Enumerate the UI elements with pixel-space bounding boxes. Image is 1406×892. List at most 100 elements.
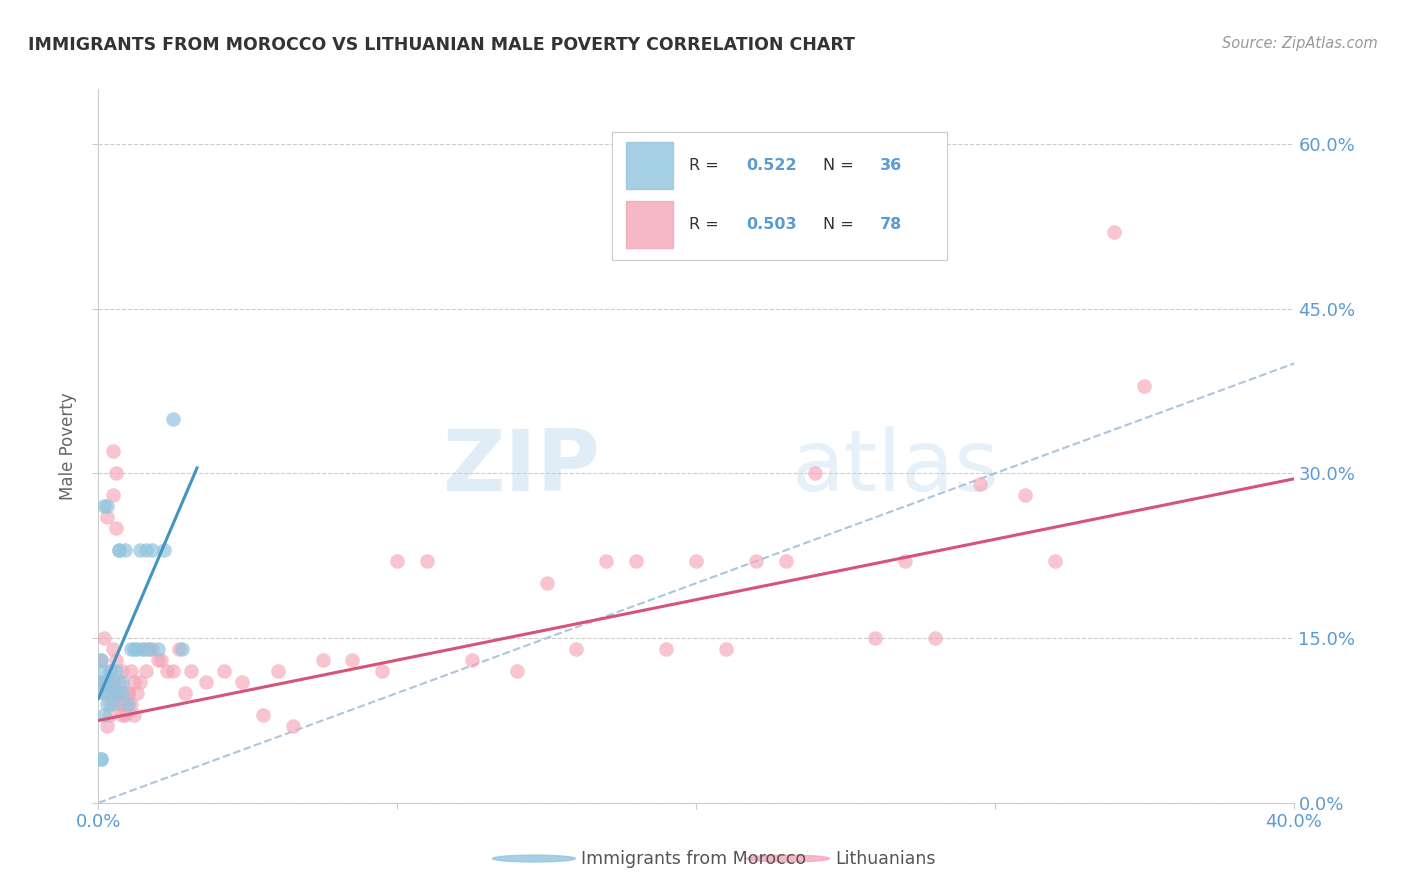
Point	[167, 642, 190, 657]
Text: 36: 36	[880, 158, 903, 173]
Point	[103, 675, 125, 690]
Text: Immigrants from Morocco: Immigrants from Morocco	[581, 849, 807, 868]
Point	[894, 554, 917, 568]
Point	[342, 653, 364, 667]
Circle shape	[492, 855, 575, 862]
Point	[595, 554, 617, 568]
Point	[120, 697, 142, 711]
Text: 0.503: 0.503	[747, 217, 797, 232]
Point	[105, 521, 128, 535]
Point	[103, 444, 125, 458]
Point	[93, 500, 115, 514]
Point	[98, 697, 122, 711]
Text: ZIP: ZIP	[443, 425, 600, 509]
Point	[90, 653, 112, 667]
Point	[111, 664, 134, 678]
Point	[132, 642, 155, 657]
Point	[114, 697, 136, 711]
Point	[93, 631, 115, 645]
Point	[685, 554, 707, 568]
Point	[371, 664, 394, 678]
Text: 78: 78	[880, 217, 903, 232]
Point	[714, 642, 737, 657]
Point	[626, 554, 648, 568]
Point	[93, 686, 115, 700]
Text: R =: R =	[689, 217, 724, 232]
Point	[93, 675, 115, 690]
Point	[105, 664, 128, 678]
Point	[506, 664, 529, 678]
Point	[96, 719, 118, 733]
Point	[865, 631, 887, 645]
Point	[804, 467, 827, 481]
Point	[127, 642, 149, 657]
Point	[385, 554, 409, 568]
Point	[212, 664, 235, 678]
Point	[96, 697, 118, 711]
Point	[108, 686, 131, 700]
Point	[124, 708, 146, 723]
Point	[103, 675, 125, 690]
Point	[120, 664, 142, 678]
Point	[231, 675, 253, 690]
Point	[461, 653, 484, 667]
Point	[90, 664, 112, 678]
Point	[1133, 378, 1156, 392]
Point	[111, 686, 134, 700]
Circle shape	[747, 855, 830, 862]
Point	[135, 664, 157, 678]
Point	[416, 554, 439, 568]
Point	[120, 642, 142, 657]
Point	[252, 708, 274, 723]
Text: Lithuanians: Lithuanians	[835, 849, 935, 868]
Point	[98, 686, 122, 700]
Y-axis label: Male Poverty: Male Poverty	[59, 392, 77, 500]
Point	[180, 664, 202, 678]
Point	[96, 675, 118, 690]
Point	[117, 697, 139, 711]
Point	[124, 675, 146, 690]
Bar	[626, 202, 672, 248]
Point	[105, 653, 128, 667]
Point	[174, 686, 197, 700]
Point	[148, 642, 170, 657]
Point	[105, 686, 128, 700]
Point	[138, 642, 160, 657]
Point	[1104, 225, 1126, 239]
Point	[124, 642, 146, 657]
Point	[172, 642, 194, 657]
Text: 0.522: 0.522	[747, 158, 797, 173]
Point	[111, 675, 134, 690]
Text: IMMIGRANTS FROM MOROCCO VS LITHUANIAN MALE POVERTY CORRELATION CHART: IMMIGRANTS FROM MOROCCO VS LITHUANIAN MA…	[28, 36, 855, 54]
Point	[153, 543, 176, 558]
Point	[311, 653, 333, 667]
Point	[114, 543, 136, 558]
Point	[96, 675, 118, 690]
Point	[105, 467, 128, 481]
Text: R =: R =	[689, 158, 724, 173]
Point	[129, 543, 152, 558]
Point	[111, 697, 134, 711]
Point	[267, 664, 290, 678]
Text: Source: ZipAtlas.com: Source: ZipAtlas.com	[1222, 36, 1378, 51]
Point	[969, 477, 991, 491]
Text: N =: N =	[823, 217, 859, 232]
Point	[103, 488, 125, 502]
Point	[536, 576, 558, 591]
Point	[90, 752, 112, 766]
Point	[135, 543, 157, 558]
Point	[108, 697, 131, 711]
Point	[96, 686, 118, 700]
Point	[924, 631, 946, 645]
Point	[162, 664, 184, 678]
Point	[775, 554, 797, 568]
Point	[132, 642, 155, 657]
Point	[114, 708, 136, 723]
Point	[141, 543, 163, 558]
Point	[281, 719, 304, 733]
Point	[117, 686, 139, 700]
Point	[90, 653, 112, 667]
Point	[1043, 554, 1066, 568]
Point	[105, 686, 128, 700]
Point	[90, 752, 112, 766]
